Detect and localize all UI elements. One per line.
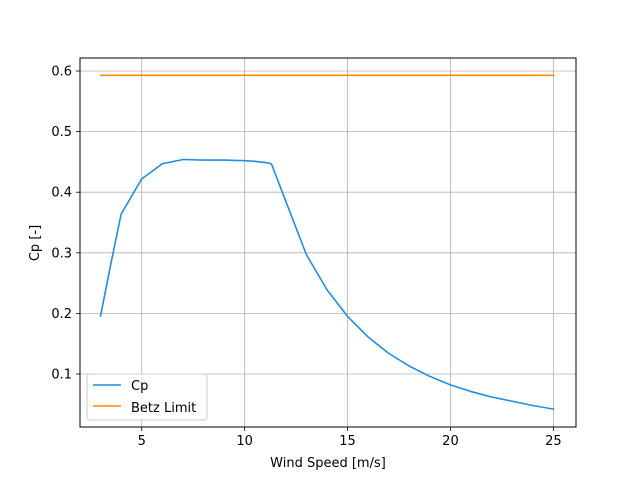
grid	[80, 58, 576, 427]
y-tick-label: 0.6	[51, 65, 72, 80]
x-tick-label: 5	[138, 434, 146, 449]
y-tick-label: 0.3	[51, 246, 72, 261]
x-tick-label: 10	[236, 434, 253, 449]
x-tick-label: 20	[442, 434, 459, 449]
legend-label-betz-limit: Betz Limit	[131, 401, 196, 416]
y-axis: 0.1 0.2 0.3 0.4 0.5 0.6	[51, 65, 80, 382]
y-tick-label: 0.5	[51, 125, 72, 140]
series-line-cp	[99, 158, 555, 411]
plot-lines	[99, 74, 555, 411]
x-tick-label: 25	[545, 434, 562, 449]
plot-frame	[79, 57, 577, 428]
y-axis-label: Cp [-]	[28, 225, 43, 261]
x-tick-label: 15	[339, 434, 356, 449]
x-axis-label: Wind Speed [m/s]	[270, 456, 386, 471]
y-tick-label: 0.1	[51, 367, 72, 382]
legend: Cp Betz Limit	[86, 373, 208, 421]
x-axis: 5 10 15 20 25	[138, 427, 562, 449]
y-tick-label: 0.4	[51, 186, 72, 201]
y-tick-label: 0.2	[51, 307, 72, 322]
legend-label-cp: Cp	[131, 379, 148, 394]
